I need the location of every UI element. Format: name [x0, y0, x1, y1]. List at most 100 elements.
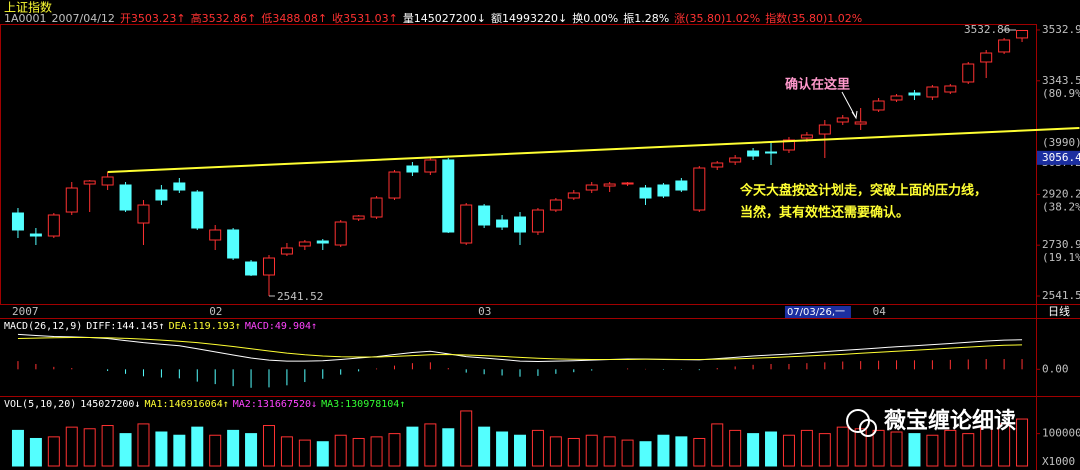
candle-body — [280, 247, 293, 255]
info-item: 指数(35.80)1.02% — [765, 11, 862, 25]
candle-body — [782, 139, 795, 151]
legend-item: DIFF:144.145↑ — [86, 321, 164, 332]
volume-bar — [908, 433, 921, 467]
legend-item: VOL(5,10,20) — [4, 399, 76, 410]
volume-bar — [262, 425, 275, 467]
candle-body — [83, 180, 96, 185]
volume-bar — [227, 429, 240, 467]
period-label: 日线 — [1048, 304, 1070, 318]
legend-item: MA2:131667520↓ — [233, 399, 317, 410]
info-item: 高3532.86↑ — [191, 11, 257, 25]
annotation: 今天大盘按这计划走，突破上面的压力线， — [739, 183, 987, 199]
candle-body — [370, 197, 383, 218]
candle-body — [1016, 29, 1029, 39]
cursor-date-box — [784, 306, 851, 318]
volume-bar — [29, 437, 42, 467]
volume-bar — [245, 433, 258, 467]
info-item: 振1.28% — [623, 11, 669, 25]
volume-bar — [460, 410, 473, 467]
legend-item: DEA:119.193↑ — [169, 321, 241, 332]
legend-item: MA1:146916064↑ — [144, 399, 228, 410]
candle-body — [980, 52, 993, 63]
volume-bar — [603, 436, 616, 467]
volume-bar — [209, 434, 222, 467]
volume-bar — [316, 441, 329, 467]
volume-bar — [334, 434, 347, 467]
volume-bar — [980, 426, 993, 467]
candle-body — [531, 209, 544, 233]
candle-body — [657, 184, 670, 197]
volume-bar — [836, 426, 849, 467]
title: 上证指数 — [4, 0, 52, 15]
candle-body — [818, 124, 831, 135]
volume-bar — [818, 433, 831, 467]
y-tick-label: 2730.9 — [1042, 238, 1080, 251]
low-label: 2541.52 — [277, 290, 323, 303]
candle-body — [639, 187, 652, 199]
volume-bar — [747, 433, 760, 467]
candle-body — [496, 219, 509, 228]
volume-bar — [890, 431, 903, 467]
candle-body — [729, 157, 742, 163]
candle-body — [711, 162, 724, 168]
candle-body — [998, 39, 1011, 53]
y-tick-label: 100000 — [1042, 427, 1080, 440]
volume-bar — [352, 437, 365, 467]
candle-body — [47, 214, 60, 237]
cursor-date: 07/03/26,一 — [787, 307, 845, 318]
info-item: 换0.00% — [572, 11, 618, 25]
volume-bar — [47, 436, 60, 467]
candle-body — [191, 191, 204, 229]
arrow — [841, 91, 858, 120]
watermark: 薇宝缠论细读 — [846, 408, 1016, 437]
candle-body — [675, 180, 688, 191]
cursor-box — [1037, 150, 1080, 165]
candle-body — [262, 257, 275, 276]
legend-item: MA3:130978104↑ — [321, 399, 405, 410]
candle-body — [137, 204, 150, 224]
candle-body — [245, 261, 258, 276]
x-tick-label: 2007 — [12, 305, 39, 318]
y-tick-label: 2541.5 — [1042, 289, 1080, 302]
candle-body — [65, 187, 78, 213]
x-tick-label: 03 — [478, 305, 491, 318]
volume-bar — [998, 423, 1011, 467]
candle-body — [765, 151, 778, 154]
candle-body — [316, 240, 329, 244]
volume-bar — [549, 436, 562, 467]
candle-body — [962, 63, 975, 83]
candle-body — [890, 95, 903, 101]
volume-bar — [442, 428, 455, 467]
legend-item: MACD(26,12,9) — [4, 321, 82, 332]
candle-body — [119, 184, 132, 211]
info-item: 开3503.23↑ — [120, 12, 186, 25]
volume-bar — [298, 439, 311, 467]
volume-bar — [424, 423, 437, 467]
volume-bar — [567, 437, 580, 467]
annotation: 当然，其有效性还需要确认。 — [740, 205, 909, 221]
y-tick-label: 3343.5 — [1042, 74, 1080, 87]
volume-bar — [155, 431, 168, 467]
candle-body — [334, 221, 347, 246]
volume-bar — [406, 426, 419, 467]
watermark-text: 薇宝缠论细读 — [884, 408, 1016, 434]
high-label: 3532.86 — [964, 23, 1010, 36]
volume-bar — [926, 434, 939, 467]
volume-bar — [693, 437, 706, 467]
cursor-count: (3990) — [1042, 136, 1080, 149]
legend-item: MACD:49.904↑ — [245, 321, 317, 332]
info-item: 1A0001 — [4, 12, 47, 25]
candle-body — [944, 85, 957, 93]
candle-body — [460, 204, 473, 244]
candle-body — [442, 159, 455, 233]
info-line: 1A0001 2007/04/12 开3503.23↑ 高3532.86↑ 低3488.… — [4, 11, 862, 25]
candle-body — [173, 182, 186, 191]
candle-body — [514, 216, 527, 233]
watermark-icon — [859, 419, 877, 437]
volume-bar — [11, 429, 24, 467]
y-tick-label: 3532.9 — [1042, 23, 1080, 36]
volume-bar — [872, 429, 885, 467]
